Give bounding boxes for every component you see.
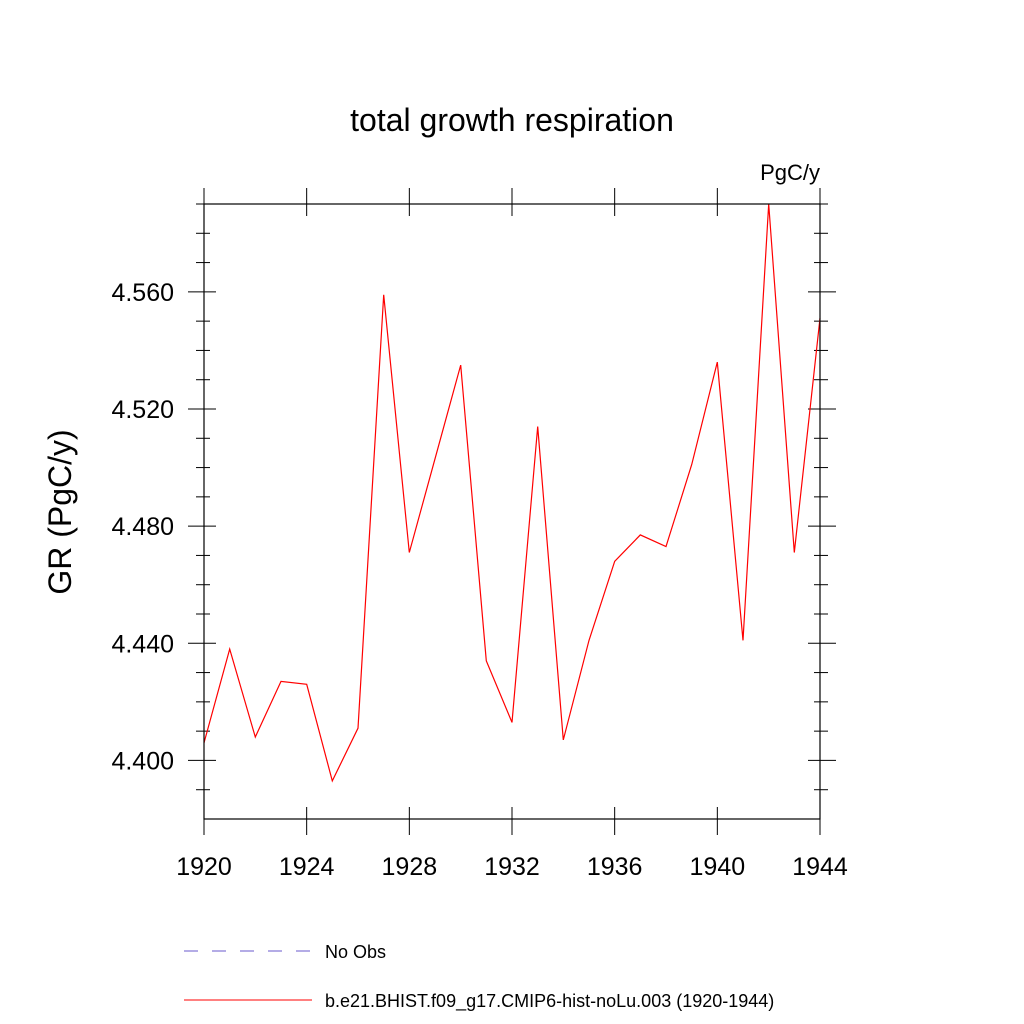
- legend: No Obs b.e21.BHIST.f09_g17.CMIP6-hist-noL…: [184, 942, 774, 1012]
- x-tick-label: 1940: [690, 853, 746, 881]
- chart-title: total growth respiration: [350, 102, 674, 138]
- y-tick-label: 4.400: [111, 747, 174, 775]
- y-tick-label: 4.440: [111, 630, 174, 658]
- y-axis-label: GR (PgC/y): [42, 429, 78, 594]
- plot-frame: [203, 203, 821, 820]
- x-tick-label: 1928: [382, 853, 438, 881]
- tick-labels: 1920 1924 1928 1932 1936 1940 1944 4.400 4.440 4.…: [111, 279, 847, 881]
- x-tick-label: 1932: [484, 853, 540, 881]
- x-tick-label: 1944: [792, 853, 848, 881]
- series-layer: [203, 203, 821, 783]
- x-tick-label: 1936: [587, 853, 643, 881]
- y-tick-label: 4.520: [111, 396, 174, 424]
- series-line: [203, 203, 821, 783]
- x-tick-label: 1924: [279, 853, 335, 881]
- legend-label: b.e21.BHIST.f09_g17.CMIP6-hist-noLu.003 …: [325, 991, 774, 1012]
- units-label: PgC/y: [760, 160, 820, 185]
- legend-label: No Obs: [325, 942, 386, 962]
- y-tick-label: 4.560: [111, 279, 174, 307]
- x-tick-label: 1920: [176, 853, 232, 881]
- axis-ticks: [188, 188, 836, 835]
- y-tick-label: 4.480: [111, 513, 174, 541]
